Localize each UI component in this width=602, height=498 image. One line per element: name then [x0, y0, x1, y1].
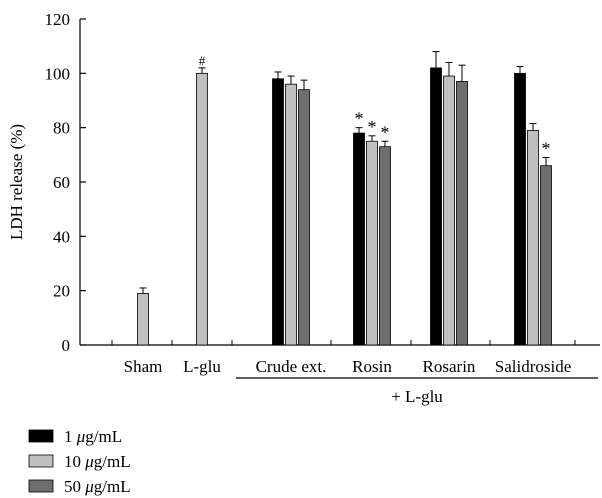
- bar: [137, 292, 149, 346]
- y-tick-label: 40: [53, 227, 70, 246]
- bar: [298, 89, 310, 346]
- bar: [540, 165, 552, 346]
- legend-label: 10 μg/mL: [64, 452, 131, 471]
- legend-num: 10: [64, 452, 85, 471]
- x-tick-label: Rosin: [352, 357, 392, 376]
- bar: [430, 67, 442, 346]
- x-tick-label: L-glu: [183, 357, 221, 376]
- significance-mark: #: [199, 53, 206, 68]
- legend-label: 50 μg/mL: [64, 477, 131, 496]
- y-tick-label: 20: [53, 282, 70, 301]
- significance-mark: *: [355, 109, 364, 129]
- bars: #* * **: [137, 51, 552, 346]
- significance-mark: *: [368, 117, 377, 137]
- x-tick-label: Crude ext.: [256, 357, 327, 376]
- y-tick-label: 0: [62, 336, 71, 355]
- y-tick-label: 120: [45, 10, 71, 29]
- bar: [379, 146, 391, 346]
- bar: [456, 81, 468, 346]
- legend-unit: g/mL: [94, 477, 131, 496]
- bar: [527, 129, 539, 346]
- bar: [366, 140, 378, 346]
- legend-mu: μ: [84, 477, 94, 496]
- bar: [443, 75, 455, 346]
- l-glu-bracket: + L-glu: [236, 377, 598, 406]
- legend-swatch: [28, 479, 54, 493]
- x-tick-label: Sham: [124, 357, 163, 376]
- y-axis-label: LDH release (%): [7, 124, 26, 240]
- axes: 0 20 40 60 80 100 120 LDH release (%): [7, 10, 600, 355]
- bracket-label: + L-glu: [391, 387, 443, 406]
- legend-mu: μ: [84, 452, 94, 471]
- legend-num: 50: [64, 477, 85, 496]
- x-tick-label: Salidroside: [495, 357, 572, 376]
- legend-unit: g/mL: [94, 452, 131, 471]
- bar: [514, 72, 526, 346]
- bar: [285, 83, 297, 346]
- legend-num: 1: [64, 427, 77, 446]
- legend-unit: g/mL: [85, 427, 122, 446]
- legend-swatch: [28, 454, 54, 468]
- bar: [272, 78, 284, 346]
- significance-mark: *: [381, 122, 390, 142]
- legend-swatch: [28, 429, 54, 443]
- y-tick-label: 100: [45, 64, 71, 83]
- bar: [196, 72, 208, 346]
- x-tick-label: Rosarin: [423, 357, 476, 376]
- significance-mark: *: [542, 139, 551, 159]
- y-tick-label: 60: [53, 173, 70, 192]
- bar: [353, 132, 365, 346]
- y-tick-label: 80: [53, 119, 70, 138]
- legend-label: 1 μg/mL: [64, 427, 122, 446]
- x-tick-labels: Sham L-glu Crude ext. Rosin Rosarin Salidrosi…: [124, 357, 572, 376]
- legend-mu: μ: [76, 427, 86, 446]
